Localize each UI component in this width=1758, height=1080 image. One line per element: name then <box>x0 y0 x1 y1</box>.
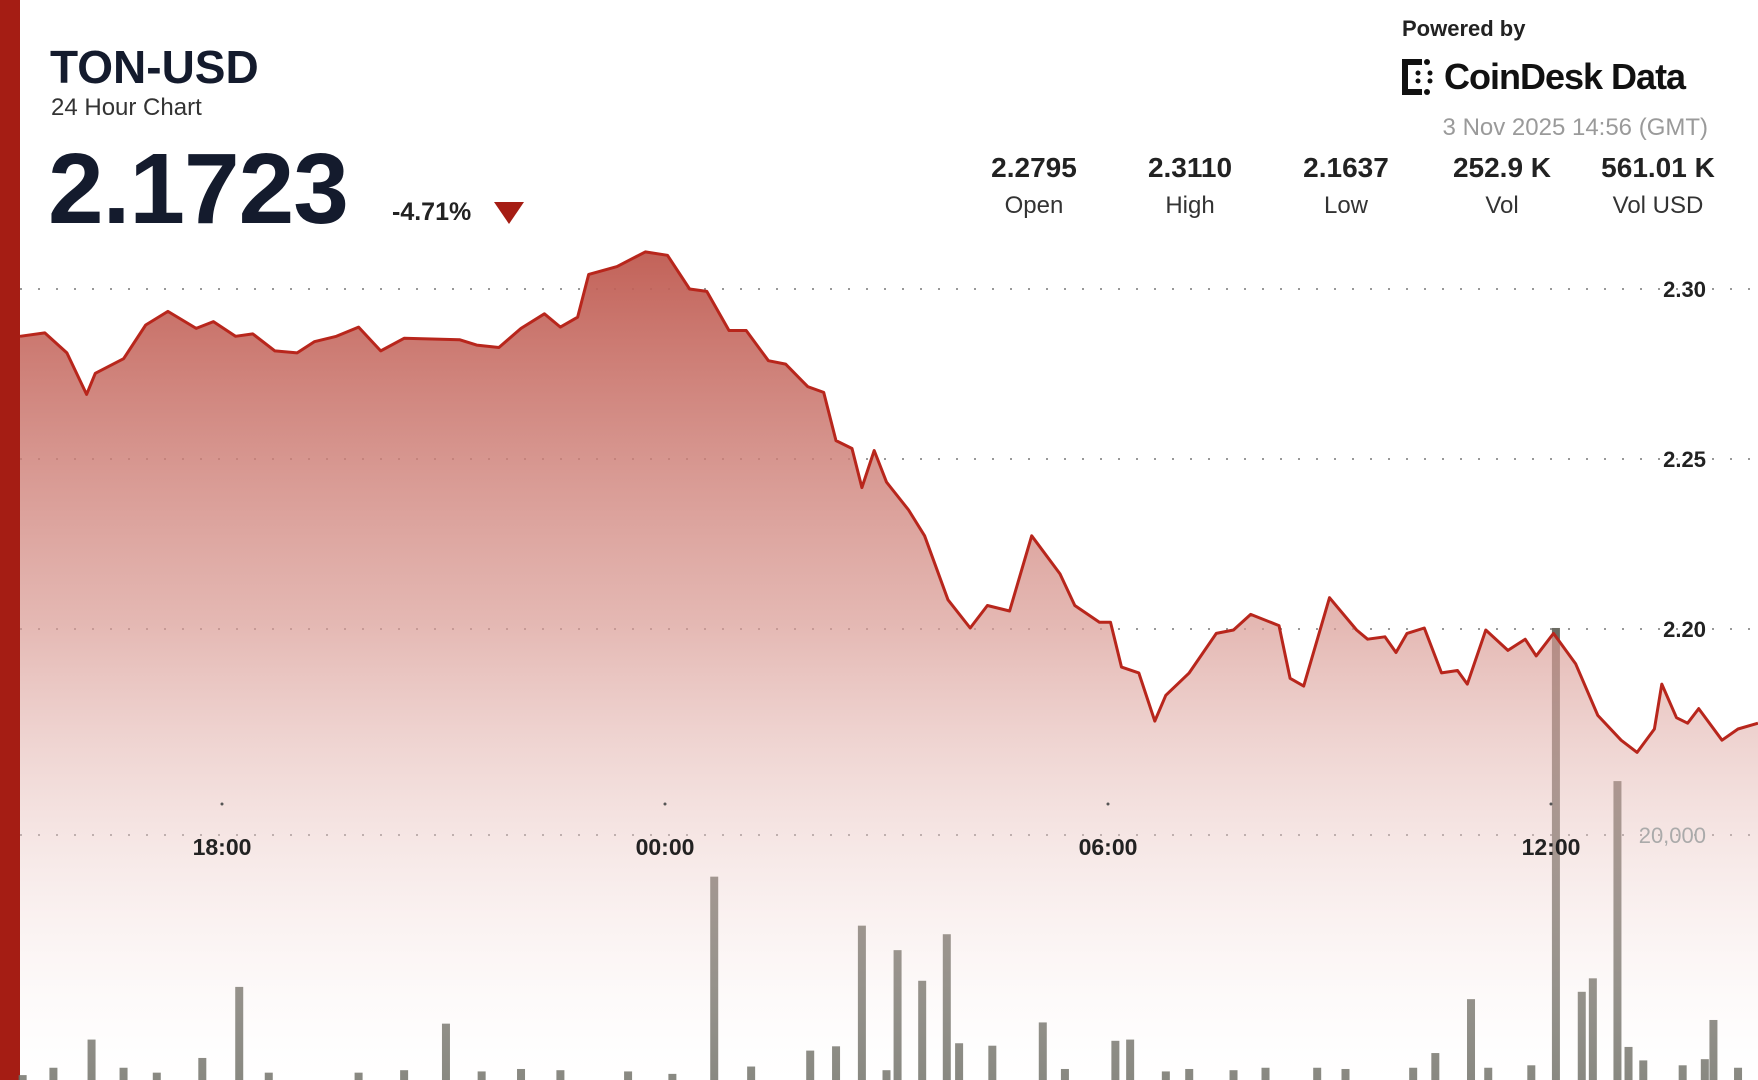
volume-bar <box>1551 627 1560 1080</box>
volume-bar <box>1700 1059 1709 1080</box>
stat-value: 252.9 K <box>1452 152 1552 183</box>
volume-bar <box>477 1071 486 1080</box>
volume-bar <box>832 1046 841 1080</box>
y-tick-label: 2.20 <box>1663 617 1706 642</box>
volume-bar <box>1060 1068 1069 1080</box>
volume-bar <box>1313 1067 1322 1080</box>
stat-vol-usd: 561.01 K Vol USD <box>1578 152 1738 220</box>
stat-label: Vol USD <box>1612 192 1704 219</box>
y-tick-label: 2.30 <box>1663 277 1706 302</box>
volume-bar <box>1484 1067 1493 1080</box>
volume-bar <box>1734 1067 1743 1080</box>
brand-name: CoinDesk Data <box>1444 56 1686 97</box>
volume-bar <box>119 1067 128 1080</box>
volume-bar <box>1431 1053 1440 1080</box>
price-change: -4.71% <box>392 198 472 226</box>
volume-bar <box>1613 781 1622 1080</box>
x-tick-mark <box>1106 802 1110 806</box>
stat-value: 2.3110 <box>1147 152 1233 183</box>
volume-bar <box>198 1057 207 1080</box>
volume-bar <box>893 950 902 1080</box>
volume-bar <box>1341 1068 1350 1080</box>
volume-bar <box>152 1072 161 1080</box>
volume-bar <box>857 925 866 1080</box>
stat-label: Low <box>1323 192 1369 219</box>
stat-value: 2.1637 <box>1303 152 1389 183</box>
triangle-down-icon <box>494 202 524 224</box>
volume-bar <box>1467 999 1476 1080</box>
volume-bar <box>1709 1019 1718 1080</box>
volume-bar <box>1624 1046 1633 1080</box>
x-tick-mark <box>663 802 667 806</box>
volume-tick-label: 20,000 <box>1639 823 1706 848</box>
volume-bar <box>441 1023 450 1080</box>
volume-bar <box>955 1043 964 1080</box>
volume-bar <box>556 1070 565 1080</box>
volume-bar <box>624 1071 633 1080</box>
volume-bar <box>1126 1039 1135 1080</box>
y-tick-label: 2.25 <box>1663 447 1706 472</box>
volume-bar <box>918 980 927 1080</box>
stat-label: Open <box>1004 192 1064 219</box>
volume-bar <box>1261 1067 1270 1080</box>
volume-bar <box>1678 1065 1687 1080</box>
stat-open: 2.2795 Open <box>954 152 1114 220</box>
volume-bar <box>264 1072 273 1080</box>
volume-bar <box>710 876 719 1080</box>
price-area <box>20 251 1758 1080</box>
volume-bar <box>1161 1071 1170 1080</box>
volume-bar <box>1588 978 1597 1080</box>
stat-label: Vol <box>1485 192 1519 219</box>
stat-low: 2.1637 Low <box>1266 152 1426 220</box>
chart-subtitle: 24 Hour Chart <box>51 94 202 121</box>
volume-bar <box>1577 991 1586 1080</box>
x-tick-label: 00:00 <box>636 834 695 860</box>
volume-bar <box>1229 1070 1238 1080</box>
volume-bar <box>942 934 951 1080</box>
volume-bar <box>1409 1067 1418 1080</box>
volume-bar <box>882 1070 891 1080</box>
accent-stripe <box>0 0 20 1080</box>
x-tick-label: 18:00 <box>193 834 252 860</box>
volume-bar <box>747 1066 756 1080</box>
stat-value: 2.2795 <box>991 152 1077 183</box>
volume-bar <box>1639 1060 1648 1080</box>
volume-bar <box>668 1073 677 1080</box>
volume-bar <box>1185 1068 1194 1080</box>
volume-bar <box>988 1045 997 1080</box>
volume-bar <box>517 1068 526 1080</box>
x-tick-mark <box>1549 802 1553 806</box>
volume-bar <box>1111 1040 1120 1080</box>
stat-label: High <box>1165 192 1215 219</box>
volume-bar <box>1038 1022 1047 1080</box>
coindesk-logo: CoinDesk Data <box>1400 56 1686 98</box>
pair-title: TON-USD <box>50 41 259 93</box>
current-price: 2.1723 <box>48 133 349 245</box>
x-tick-mark <box>220 802 224 806</box>
timestamp: 3 Nov 2025 14:56 (GMT) <box>1442 114 1708 141</box>
stat-high: 2.3110 High <box>1110 152 1270 220</box>
x-tick-label: 06:00 <box>1079 834 1138 860</box>
volume-bar <box>806 1050 815 1080</box>
stat-value: 561.01 K <box>1601 152 1715 183</box>
volume-bar <box>1527 1065 1536 1080</box>
volume-bar <box>354 1072 363 1080</box>
stat-vol: 252.9 K Vol <box>1422 152 1582 220</box>
volume-bar <box>87 1039 96 1080</box>
volume-bar <box>49 1067 58 1080</box>
powered-by-label: Powered by <box>1402 16 1526 41</box>
price-line <box>19 250 1758 754</box>
volume-bar <box>400 1070 409 1080</box>
volume-bar <box>235 986 244 1080</box>
coindesk-mark-icon <box>1402 59 1433 95</box>
x-tick-label: 12:00 <box>1522 834 1581 860</box>
